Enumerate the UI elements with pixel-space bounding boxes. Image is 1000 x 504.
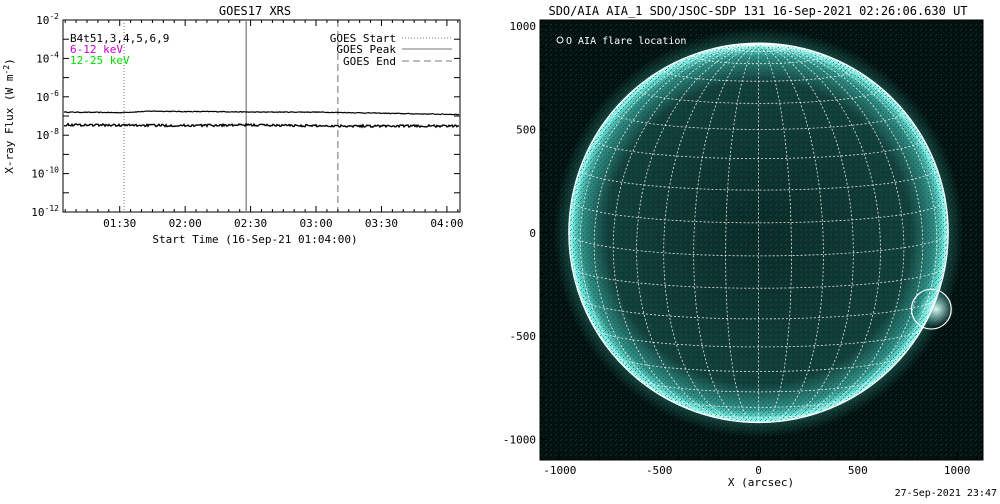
legend-12-25kev: 12-25 keV — [70, 54, 130, 67]
aia-x-tick-label: -1000 — [543, 464, 576, 477]
aia-y-tick-label: 1000 — [510, 20, 537, 33]
goes-xrs-panel: GOES17 XRS 01:30 02:00 02:30 03:00 03:30 04:0… — [2, 4, 463, 246]
goes-y-tick-label: 10-10 — [31, 166, 59, 181]
grid-meridian — [593, 44, 759, 419]
channels-label: B4t51,3,4,5,6,9 — [70, 32, 169, 45]
legend-goes-end: GOES End — [343, 55, 396, 68]
flare-location-marker — [910, 288, 952, 330]
goes-x-tick-label: 02:30 — [234, 217, 267, 230]
legend-6-12kev: 6-12 keV — [70, 43, 123, 56]
aia-x-tick-label: -500 — [646, 464, 673, 477]
goes-y-tick-label: 10-2 — [36, 12, 59, 27]
goes-series-group — [63, 110, 460, 129]
grid-meridian — [612, 44, 759, 421]
grid-parallel — [638, 379, 879, 393]
goes-x-tick-label: 04:00 — [430, 217, 463, 230]
aia-legend: O AIA flare location — [566, 36, 686, 47]
aia-x-tick-label: 0 — [755, 464, 762, 477]
grid-parallel — [571, 200, 946, 224]
goes-y-tick-label: 10-8 — [36, 127, 59, 142]
aia-image-panel: SDO/AIA AIA_1 SDO/JSOC-SDP 131 16-Sep-20… — [503, 4, 984, 489]
grid-meridian — [579, 44, 759, 413]
goes-x-tick-label: 03:30 — [365, 217, 398, 230]
goes-y-tick-label: 10-12 — [31, 204, 59, 219]
grid-parallel — [725, 44, 792, 52]
goes-legend-right: GOES Start GOES Peak GOES End — [330, 32, 452, 68]
aia-image: O AIA flare location — [540, 20, 983, 460]
aia-x-axis: -1000 -500 0 500 1000 — [543, 452, 978, 477]
grid-parallel — [593, 137, 924, 160]
grid-parallel — [579, 167, 938, 191]
goes-x-tick-label: 02:00 — [169, 217, 202, 230]
grid-meridian — [758, 44, 938, 413]
goes-event-markers — [123, 20, 339, 212]
legend-goes-peak: GOES Peak — [336, 43, 396, 56]
aia-x-tick-label: 1000 — [944, 464, 971, 477]
legend-circle-icon — [556, 36, 564, 44]
goes-x-tick-label: 03:00 — [299, 217, 332, 230]
grid-meridian — [758, 44, 824, 423]
aia-frame — [539, 19, 984, 461]
goes-legend-left: B4t51,3,4,5,6,9 6-12 keV 12-25 keV — [70, 32, 169, 67]
aia-title: SDO/AIA AIA_1 SDO/JSOC-SDP 131 16-Sep-20… — [548, 4, 967, 18]
grid-parallel — [666, 398, 851, 408]
aia-y-tick-label: -1000 — [503, 433, 536, 446]
aia-y-axis: 1000 500 0 -500 -1000 — [503, 20, 548, 446]
generation-timestamp: 27-Sep-2021 23:47 — [895, 488, 997, 499]
grid-meridian — [571, 44, 759, 388]
goes-y-tick-label: 10-6 — [36, 89, 59, 104]
grid-meridian — [758, 44, 924, 419]
grid-meridian — [693, 44, 759, 423]
grid-meridian — [758, 44, 905, 421]
grid-parallel — [697, 412, 820, 419]
goes-y-axis: 10-2 10-4 10-6 10-8 10-10 10-12 — [31, 12, 460, 219]
grid-parallel — [580, 298, 937, 320]
legend-goes-start: GOES Start — [330, 32, 396, 45]
goes-y-axis-label: X-ray Flux (W m-2) — [2, 58, 16, 174]
goes-x-axis-label: Start Time (16-Sep-21 01:04:00) — [152, 233, 357, 246]
aia-y-tick-label: 500 — [516, 123, 536, 136]
grid-parallel — [594, 328, 923, 348]
grid-meridian — [758, 44, 854, 423]
solar-limb — [568, 42, 949, 424]
flare-glow — [918, 291, 955, 328]
aia-y-tick-label: 0 — [529, 227, 536, 240]
goes-y-tick-label: 10-4 — [36, 50, 59, 65]
goes-series-12-25-keV — [63, 122, 460, 129]
grid-parallel — [663, 66, 854, 82]
grid-parallel — [613, 355, 904, 372]
aia-y-tick-label: -500 — [510, 330, 537, 343]
aia-x-axis-label: X (arcsec) — [728, 476, 794, 489]
goes-series-6-12-keV — [63, 110, 460, 116]
goes-title: GOES17 XRS — [219, 4, 291, 18]
grid-meridian — [663, 44, 759, 423]
grid-parallel — [612, 110, 905, 130]
grid-parallel — [568, 232, 949, 257]
goes-x-axis: 01:30 02:00 02:30 03:00 03:30 04:00 — [64, 20, 463, 230]
aia-x-tick-label: 500 — [848, 464, 868, 477]
goes-x-tick-label: 01:30 — [103, 217, 136, 230]
grid-parallel — [693, 53, 824, 65]
